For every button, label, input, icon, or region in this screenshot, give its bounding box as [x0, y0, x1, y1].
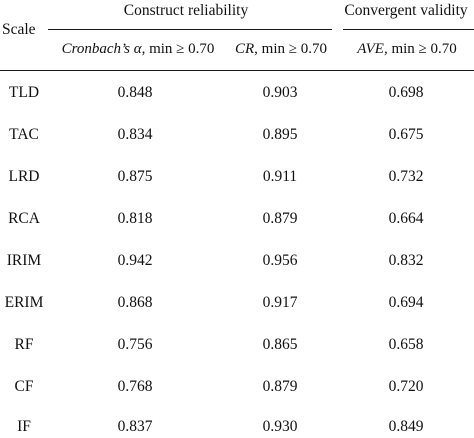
row-scale: TLD [8, 84, 40, 101]
row-cronbach-alpha: 0.768 [117, 378, 153, 395]
row-cronbach-alpha: 0.756 [117, 336, 153, 353]
row-ave: 0.694 [388, 294, 424, 311]
row-cronbach-alpha: 0.848 [117, 84, 153, 101]
row-scale: ERIM [4, 294, 44, 311]
row-scale: CF [14, 378, 34, 395]
row-scale: IRIM [6, 252, 42, 269]
row-cronbach-alpha: 0.868 [117, 294, 153, 311]
header-convergent-validity: Convergent validity [344, 2, 468, 19]
row-cr: 0.903 [262, 84, 298, 101]
header-scale: Scale [2, 21, 36, 38]
row-ave: 0.664 [388, 210, 424, 227]
row-cronbach-alpha: 0.875 [117, 168, 153, 185]
row-cr: 0.930 [262, 418, 298, 435]
subheader-cr: CR, min ≥ 0.70 [235, 41, 327, 57]
row-scale: LRD [8, 168, 40, 185]
row-cr: 0.879 [262, 378, 298, 395]
row-cr: 0.879 [262, 210, 298, 227]
row-ave: 0.698 [388, 84, 424, 101]
row-scale: IF [17, 418, 31, 435]
row-ave: 0.675 [388, 126, 424, 143]
row-cronbach-alpha: 0.818 [117, 210, 153, 227]
row-cr: 0.956 [262, 252, 298, 269]
row-cr: 0.895 [262, 126, 298, 143]
row-cr: 0.917 [262, 294, 298, 311]
row-ave: 0.720 [388, 378, 424, 395]
subheader-cronbach-alpha: Cronbach’s α, min ≥ 0.70 [61, 41, 215, 57]
row-cronbach-alpha: 0.837 [117, 418, 153, 435]
row-scale: TAC [9, 126, 39, 143]
row-cronbach-alpha: 0.834 [117, 126, 153, 143]
header-rule-convergent [343, 29, 474, 30]
row-scale: RCA [8, 210, 40, 227]
row-cr: 0.911 [262, 168, 298, 185]
row-ave: 0.832 [388, 252, 424, 269]
row-ave: 0.849 [388, 418, 424, 435]
header-bottom-rule [0, 70, 474, 71]
header-construct-reliability: Construct reliability [123, 2, 249, 19]
row-ave: 0.732 [388, 168, 424, 185]
row-scale: RF [14, 336, 34, 353]
row-cronbach-alpha: 0.942 [117, 252, 153, 269]
row-cr: 0.865 [262, 336, 298, 353]
header-rule-construct [48, 29, 332, 30]
subheader-ave: AVE, min ≥ 0.70 [357, 41, 457, 57]
row-ave: 0.658 [388, 336, 424, 353]
